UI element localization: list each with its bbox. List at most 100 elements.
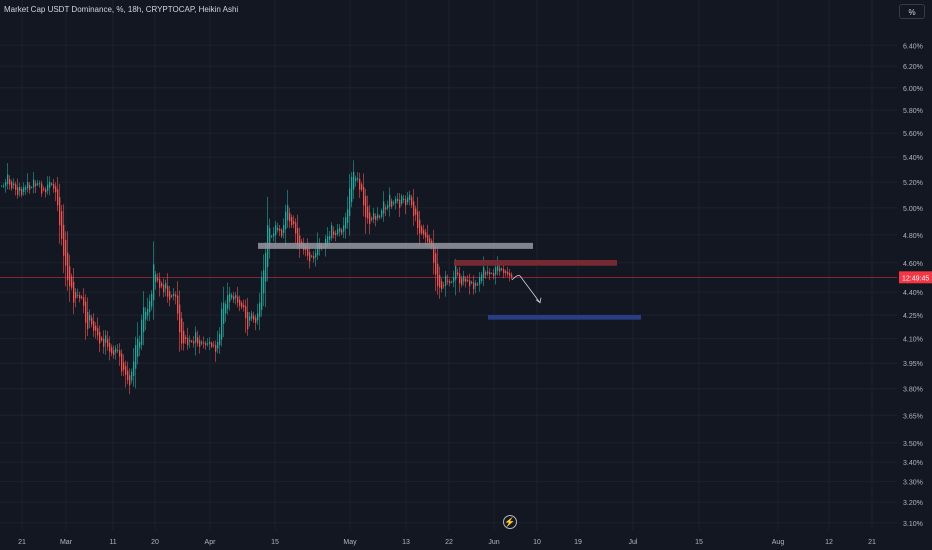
candle-body [173,293,175,297]
candle-body [101,337,103,341]
candle-body [53,184,55,189]
x-tick-label: Mar [60,539,73,546]
candle-body [133,361,135,376]
candle-body [87,312,89,330]
candle-body [391,200,393,207]
candle-body [265,252,267,282]
candle-body [485,272,487,275]
candle-body [185,337,187,339]
price-badge-label: 12:49:45 [902,275,929,282]
current-price-badge: 12:49:45 [899,271,932,284]
time-axis[interactable]: 21 Mar 11 20 Apr 15 May 13 22 Jun 10 19 Jul 15 Aug 12 21 [18,539,876,546]
x-tick-label: 22 [445,539,453,546]
candle-body [51,183,53,185]
y-tick-label: 3.20% [903,500,923,507]
candle-body [223,302,225,324]
candle-body [455,265,457,280]
candle-body [197,337,199,344]
candle-body [491,272,493,274]
lightning-icon[interactable]: ⚡ [503,515,517,529]
projection-arrow [511,274,541,303]
candle-body [457,272,459,275]
candle-body [113,350,115,355]
candle-body [387,205,389,209]
candle-body [105,335,107,343]
candle-body [469,280,471,287]
candle-body [271,236,273,237]
x-tick-label: May [343,539,357,546]
candle-body [385,207,387,210]
candle-body [361,184,363,190]
candle-body [121,353,123,372]
candle-body [353,172,355,190]
candle-body [369,212,371,224]
candle-body [251,313,253,319]
candle-body [41,183,43,194]
candle-body [295,222,297,234]
x-tick-label: 21 [868,539,876,546]
candle-body [215,344,217,352]
candle-body [477,284,479,286]
price-unit-button[interactable]: % [899,4,925,19]
candle-body [341,229,343,234]
candle-body [9,179,11,185]
candle-body [47,184,49,191]
candle-body [479,277,481,285]
y-tick-label: 3.30% [903,480,923,487]
candle-body [3,185,5,187]
candle-body [293,221,295,224]
y-tick-label: 4.40% [903,290,923,297]
candle-body [449,281,451,284]
y-tick-label: 3.10% [903,521,923,528]
candle-body [509,273,511,276]
y-tick-label: 3.50% [903,441,923,448]
candle-body [143,307,145,333]
x-tick-label: Jul [629,539,638,546]
y-tick-label: 5.80% [903,108,923,115]
candle-body [461,278,463,285]
candle-body [407,197,409,203]
candle-body [181,318,183,344]
x-tick-label: 19 [574,539,582,546]
candle-body [179,304,181,333]
candle-body [279,229,281,231]
candle-body [425,232,427,238]
candle-body [415,208,417,215]
chart-grid [0,0,897,530]
candles-layer [1,160,513,395]
candle-body [465,278,467,282]
candle-body [347,209,349,223]
x-tick-label: Apr [205,539,217,546]
y-tick-label: 3.80% [903,387,923,394]
candle-body [219,333,221,346]
candle-body [289,212,291,222]
x-tick-label: 21 [18,539,26,546]
candle-body [85,301,87,323]
candle-body [225,304,227,314]
candle-body [255,317,257,323]
price-axis[interactable]: 6.40% 6.20% 6.00% 5.80% 5.60% 5.40% 5.20% 5.00%… [903,43,923,528]
candle-body [423,229,425,235]
candle-body [459,273,461,284]
x-tick-label: 20 [151,539,159,546]
candle-body [299,235,301,248]
candle-body [389,194,391,207]
candle-body [37,183,39,185]
candle-body [443,285,445,287]
candle-body [21,189,23,195]
candle-body [285,211,287,230]
candle-body [109,342,111,352]
y-tick-label: 5.00% [903,206,923,213]
candle-body [451,281,453,283]
candle-body [269,227,271,246]
candle-body [331,225,333,238]
candle-body [79,295,81,299]
candle-body [487,271,489,274]
candle-body [111,347,113,354]
candle-body [429,238,431,244]
candle-body [241,302,243,308]
candle-body [189,340,191,342]
x-tick-label: Jun [488,539,499,546]
candle-body [297,227,299,244]
